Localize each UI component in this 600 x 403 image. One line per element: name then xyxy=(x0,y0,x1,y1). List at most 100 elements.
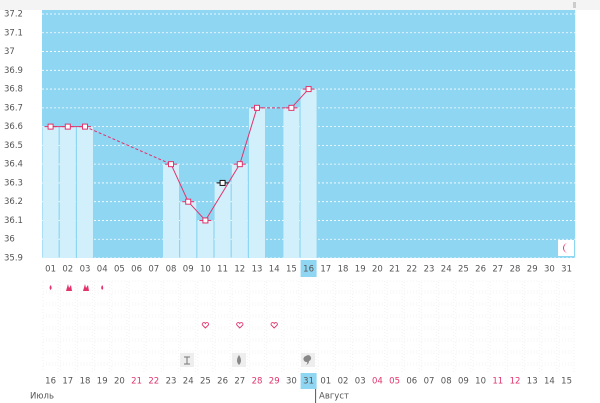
top-strip xyxy=(0,0,600,10)
x-tick-label: 19 xyxy=(355,265,366,275)
y-tick-label: 36.3 xyxy=(4,178,23,188)
x-tick-label: 21 xyxy=(389,265,400,275)
temp-line xyxy=(239,107,258,165)
date-label: 07 xyxy=(424,377,435,387)
x-tick-label: 11 xyxy=(217,265,228,275)
date-label: 01 xyxy=(320,377,331,387)
x-tick-label: 22 xyxy=(406,265,417,275)
date-label: 20 xyxy=(114,377,125,387)
month-label: Июль xyxy=(30,392,54,402)
temp-marker xyxy=(47,123,54,130)
date-label: 08 xyxy=(441,377,452,387)
date-label: 26 xyxy=(217,377,228,387)
date-label: 24 xyxy=(183,377,194,387)
y-tick-label: 36.2 xyxy=(4,197,23,207)
date-label: 31 xyxy=(303,377,314,387)
x-tick-label: 30 xyxy=(544,265,555,275)
x-tick-label: 16 xyxy=(303,265,314,275)
flow-icon xyxy=(83,284,89,291)
day-bar xyxy=(42,126,59,258)
temp-marker xyxy=(64,123,71,130)
mark-icon xyxy=(303,355,312,365)
drop-icon xyxy=(49,285,52,290)
x-tick-label: 02 xyxy=(62,265,73,275)
x-tick-label: 14 xyxy=(269,265,280,275)
x-tick-label: 09 xyxy=(183,265,194,275)
date-label: 03 xyxy=(355,377,366,387)
test-icon xyxy=(184,356,190,365)
temp-marker xyxy=(305,86,312,93)
date-label: 19 xyxy=(97,377,108,387)
temp-marker xyxy=(219,179,226,186)
y-tick-label: 36.6 xyxy=(4,122,23,132)
x-tick-label: 24 xyxy=(441,265,452,275)
x-tick-label: 06 xyxy=(131,265,142,275)
date-label: 16 xyxy=(45,377,56,387)
gray-drop-icon xyxy=(237,355,241,365)
heart-icon xyxy=(236,322,244,329)
corner-mark xyxy=(573,2,576,8)
y-tick-label: 36 xyxy=(4,235,15,245)
symbols xyxy=(49,2,576,367)
temp-marker xyxy=(288,104,295,111)
day-bar xyxy=(249,107,265,258)
day-bar xyxy=(214,182,231,258)
x-tick-label: 01 xyxy=(45,265,56,275)
y-tick-label: 37.1 xyxy=(4,28,23,38)
temp-line xyxy=(170,163,189,202)
x-tick-label: 08 xyxy=(166,265,177,275)
date-label: 11 xyxy=(492,377,503,387)
day-bar xyxy=(163,164,179,258)
highlight-cell xyxy=(300,373,317,389)
x-tick-label: 28 xyxy=(510,265,521,275)
y-tick-label: 36.4 xyxy=(4,160,23,170)
temp-line xyxy=(84,126,172,165)
temp-marker xyxy=(236,161,243,168)
month-label: Август xyxy=(319,392,349,402)
x-tick-label: 17 xyxy=(320,265,331,275)
moon-icon xyxy=(563,243,568,253)
day-bar xyxy=(180,201,197,258)
flow-icon xyxy=(66,284,72,291)
y-tick-label: 35.9 xyxy=(4,254,23,264)
x-tick-label: 26 xyxy=(475,265,486,275)
date-label: 17 xyxy=(62,377,73,387)
day-bar xyxy=(300,89,317,258)
heart-icon xyxy=(270,322,278,329)
drop-icon xyxy=(101,285,104,290)
y-tick-label: 36.8 xyxy=(4,85,23,95)
day-bar xyxy=(231,164,248,258)
y-tick-label: 36.1 xyxy=(4,216,23,226)
date-label: 30 xyxy=(286,377,297,387)
temp-line xyxy=(204,163,241,221)
date-label: 14 xyxy=(544,377,555,387)
y-tick-label: 37.2 xyxy=(4,10,23,20)
y-tick-label: 36.5 xyxy=(4,141,23,151)
x-tick-label: 23 xyxy=(424,265,435,275)
x-tick-label: 07 xyxy=(148,265,159,275)
x-tick-label: 15 xyxy=(286,265,297,275)
date-label: 04 xyxy=(372,377,383,387)
day-bar xyxy=(197,220,214,258)
date-label: 22 xyxy=(148,377,159,387)
date-label: 27 xyxy=(234,377,245,387)
x-tick-label: 12 xyxy=(234,265,245,275)
x-tick-label: 10 xyxy=(200,265,211,275)
date-label: 12 xyxy=(510,377,521,387)
temp-line xyxy=(291,88,309,109)
x-tick-label: 13 xyxy=(252,265,263,275)
day-bar xyxy=(77,126,93,258)
date-label: 10 xyxy=(475,377,486,387)
temp-marker xyxy=(202,217,209,224)
temp-marker xyxy=(168,161,174,168)
x-tick-label: 05 xyxy=(114,265,125,275)
x-tick-label: 20 xyxy=(372,265,383,275)
heart-icon xyxy=(201,322,209,329)
date-label: 05 xyxy=(389,377,400,387)
icon-bg xyxy=(558,240,574,256)
x-tick-label: 27 xyxy=(492,265,503,275)
day-bar xyxy=(283,107,300,258)
date-label: 15 xyxy=(561,377,572,387)
